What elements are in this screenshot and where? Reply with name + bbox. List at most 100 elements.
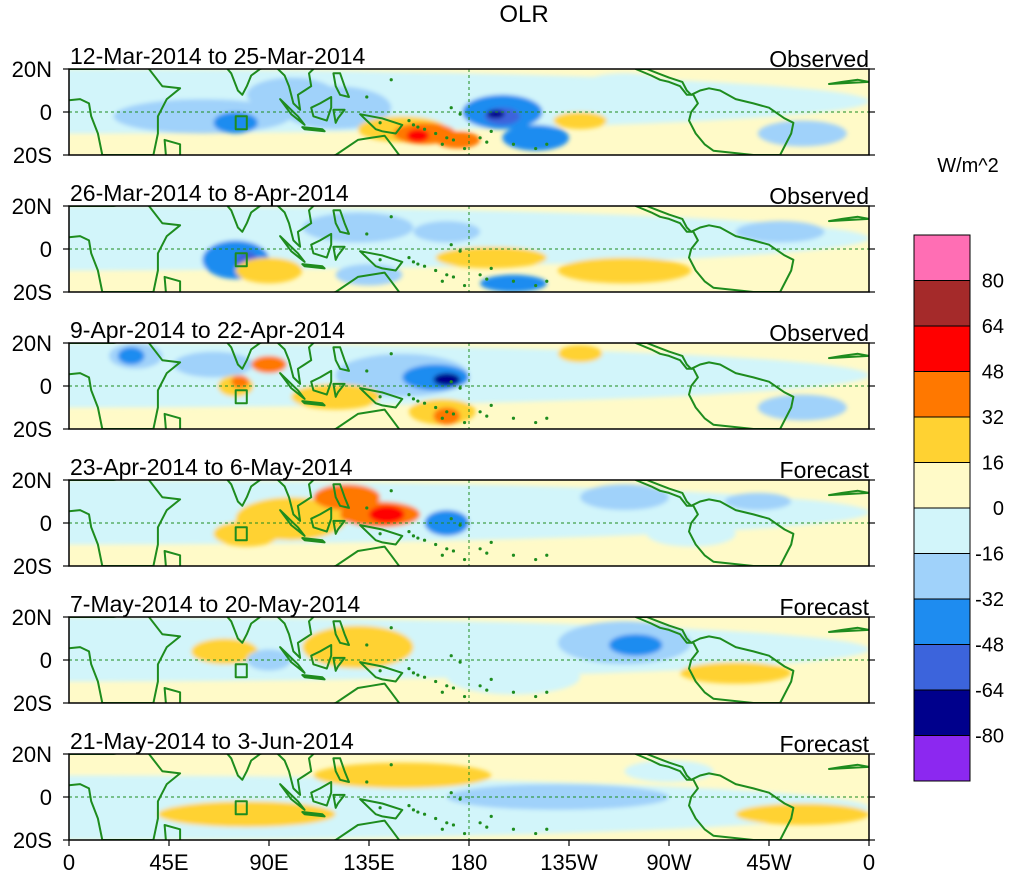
- coastline: [359, 661, 404, 683]
- island: [458, 797, 462, 801]
- island: [365, 643, 369, 647]
- island: [422, 264, 427, 268]
- anomaly-contour-region: [435, 131, 481, 149]
- longitude-tick-label: 45E: [149, 850, 188, 875]
- island: [451, 275, 456, 279]
- panel-period-label: 23-Apr-2014 to 6-May-2014: [70, 454, 353, 480]
- coastline: [359, 524, 404, 546]
- anomaly-contour-region: [557, 345, 603, 363]
- island: [440, 279, 444, 283]
- island: [534, 694, 538, 699]
- coastline: [828, 626, 869, 633]
- colorbar-swatch: [913, 234, 971, 281]
- island: [378, 532, 382, 536]
- coastline: [828, 78, 869, 85]
- map-panel: 20N 0 20S 12-Mar-2014 to 25-Mar-2014 Observe…: [12, 43, 875, 168]
- island: [545, 279, 549, 283]
- anomaly-contour-region: [235, 257, 303, 284]
- island: [422, 812, 427, 816]
- island: [462, 146, 467, 151]
- coastline: [310, 644, 333, 670]
- coastline: [234, 389, 248, 405]
- coastline: [332, 483, 350, 509]
- island: [411, 671, 416, 675]
- island: [545, 690, 549, 694]
- latitude-label: 20S: [13, 828, 52, 853]
- island: [489, 814, 493, 818]
- anomaly-contour-region: [413, 221, 481, 243]
- island: [365, 506, 369, 510]
- coastline: [331, 408, 401, 429]
- coastline: [359, 387, 404, 409]
- colorbar-tick-label: 0: [993, 498, 1004, 520]
- latitude-label: 20N: [12, 605, 52, 630]
- coastlines: [69, 617, 869, 703]
- panel-kind-label: Observed: [769, 46, 869, 72]
- anomaly-contour-region: [502, 216, 592, 239]
- island: [389, 626, 393, 630]
- island: [440, 142, 444, 146]
- coastline: [332, 108, 346, 124]
- island: [545, 416, 549, 420]
- anomaly-contour-region: [580, 73, 669, 100]
- map-panel: 20N 0 20S 7-May-2014 to 20-May-2014 Forecast: [12, 591, 875, 716]
- coastline: [634, 69, 795, 155]
- coastline: [234, 526, 248, 542]
- island: [411, 808, 416, 812]
- colorbar-swatch: [913, 371, 971, 418]
- coastline: [331, 819, 401, 840]
- coastline: [279, 509, 306, 537]
- island: [485, 277, 489, 281]
- island: [422, 675, 427, 679]
- island: [462, 557, 467, 562]
- coastline: [828, 763, 869, 770]
- island: [449, 106, 453, 110]
- island: [407, 256, 411, 260]
- anomaly-contour-region: [624, 760, 714, 782]
- colorbar-tick-label: -64: [975, 680, 1004, 702]
- colorbar-swatch: [913, 325, 971, 372]
- latitude-label: 20N: [12, 468, 52, 493]
- coastline: [163, 687, 182, 703]
- coastline: [301, 537, 326, 544]
- island: [416, 262, 420, 266]
- coastline: [331, 545, 401, 566]
- island: [458, 112, 462, 116]
- island: [378, 669, 382, 673]
- panel-kind-label: Observed: [769, 183, 869, 209]
- figure-title: OLR: [499, 1, 548, 28]
- coastline: [234, 800, 248, 816]
- island: [485, 140, 489, 144]
- island: [545, 827, 549, 831]
- island: [451, 823, 456, 827]
- colorbar-tick-label: 64: [982, 316, 1004, 338]
- island: [440, 416, 444, 420]
- latitude-label: 20S: [13, 417, 52, 442]
- anomaly-contour-region: [302, 625, 414, 669]
- island: [422, 538, 427, 542]
- island: [407, 667, 411, 671]
- island: [407, 804, 411, 808]
- island: [458, 660, 462, 664]
- island: [534, 557, 538, 562]
- island: [440, 553, 444, 557]
- coastline: [332, 620, 350, 646]
- colorbar-swatch: [913, 644, 971, 691]
- coastline: [331, 271, 401, 292]
- island: [534, 831, 538, 836]
- coastline: [226, 754, 315, 796]
- island: [407, 119, 411, 123]
- coastline: [332, 656, 346, 672]
- coastline: [279, 646, 306, 674]
- coastline: [279, 372, 306, 400]
- colorbar-swatch: [913, 689, 971, 736]
- panel-period-label: 9-Apr-2014 to 22-Apr-2014: [70, 317, 345, 343]
- island: [485, 688, 489, 692]
- island: [365, 369, 369, 373]
- coastline: [331, 682, 401, 703]
- coastline: [234, 115, 248, 131]
- island: [365, 780, 369, 784]
- anomaly-contour-region: [117, 347, 145, 365]
- anomaly-contour-region: [173, 351, 254, 378]
